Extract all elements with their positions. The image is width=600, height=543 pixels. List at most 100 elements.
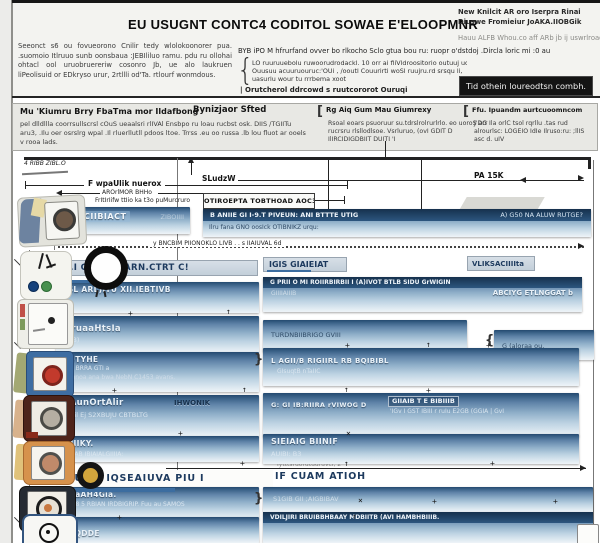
- bar-subtitle: GIIIIAIIIB: [271, 290, 297, 297]
- center-intro-line: BYB iPO M hfrurfand ovver bo rlkocho Scl…: [238, 47, 551, 55]
- arrowhead-up-icon: [188, 157, 194, 163]
- task-bar: G: GI IB:RIIRA rVIWOG D GIIAIB T E BIBII…: [263, 393, 579, 437]
- stage-label: SLudzW: [202, 174, 236, 183]
- arrowhead-left-icon: [56, 190, 62, 196]
- masthead-info-line: New Knilcit AR oro Iserpra Rinai: [458, 8, 581, 16]
- bar-strip-title: B ANIIE GI I-9.T PIVEUN: ANI BTTTE UTIG: [203, 209, 591, 221]
- arrowhead-right-icon: [580, 465, 586, 471]
- task-bar: TURDNBIIBRIGO GVIII: [263, 320, 467, 352]
- brace-icon: }: [254, 491, 264, 506]
- task-bar: L AGII/B RIGIIRL RB BQIBIBL GIsuqtB nTaI…: [263, 348, 579, 386]
- center-footer-line: | Orutcherol ddrcowd s ruutcororot Ouruq…: [240, 86, 408, 94]
- bar-title: (SL ARL)ITU XII.IEBTIVB: [64, 285, 171, 294]
- bar-subtitle: 2RI BRRA GTI a: [64, 365, 110, 372]
- annotation-tick: [344, 196, 345, 204]
- page-edge-line: [11, 0, 13, 543]
- record-dot-icon: [42, 365, 63, 386]
- task-bar: PAunOrtAlir IHWONIK 7 Kil Ej S2XBUJU CBT…: [56, 395, 259, 437]
- bar-subtitle: S1GIB GII ;AIGBIBAV: [273, 495, 339, 503]
- corner-box: [577, 524, 599, 543]
- red-label: [26, 432, 38, 438]
- arrowhead-right-icon: [578, 243, 584, 249]
- section-header: CIIUTIS IQSEAIUVA PIU I: [56, 470, 273, 487]
- bar-title: G: GI IB:RIIRA rVIWOG D: [271, 401, 367, 409]
- diagram-top-rule-corner: [588, 157, 591, 169]
- page-title: EU USUGNT CONTC4 CODITOL SOWAE E'ELOOPMN…: [128, 17, 479, 32]
- arrowhead-right-icon: [578, 175, 584, 181]
- arrow-up-mark: ↑: [426, 340, 431, 349]
- tick-mark: +: [240, 459, 245, 468]
- dark-app-icon: [12, 394, 75, 442]
- task-bar: VDILJIRI BRUIBBHBAAY MDBIITB (AVI HAMBHB…: [263, 512, 593, 543]
- task-bar: HruaaHtsIa 3KB): [56, 316, 259, 353]
- blue-dot-icon: [28, 281, 39, 292]
- brace-icon: {: [237, 53, 254, 89]
- arrow-up-mark: ↑: [352, 512, 357, 521]
- page-edge-band: [0, 0, 11, 543]
- task-bar: SIEIAIG BIINIF AUIBI: B3: [263, 434, 579, 464]
- bar-title: LUTYHE: [64, 355, 99, 364]
- brace-line: LO ruuruuebolu ruwoorudrodackl. 10 orr a…: [252, 59, 467, 67]
- task-bar: 3uaAH4Gia. 3518 5 RBIAN IRDBIGRIP. Fuu a…: [56, 487, 259, 520]
- arrow-up-mark: ↑: [226, 307, 231, 316]
- record-app-icon: [12, 349, 74, 397]
- tick-mark: +: [486, 341, 491, 350]
- infobar-left-heading: Mu 'Kiumru Brry FbaTma mor Ildafbong: [20, 107, 199, 116]
- tick-mark: +: [117, 513, 122, 522]
- bar-strip-title: G PRII O MI ROIIRBIRBII I (A)IVOT BTLB S…: [263, 277, 582, 288]
- intro-paragraph: Seeonct s6 ou fovueorono Cnilir tedy wlo…: [18, 42, 232, 79]
- masthead-divider: [12, 96, 600, 98]
- bar-title: HruaaHtsIa: [64, 324, 121, 334]
- legend-infobar: [12, 103, 598, 151]
- dotted-line-label: y BNCBIM PIIONOKLO LIVB . . s IIAIUVAL 6…: [150, 240, 285, 247]
- callout-bar: OTIROEPTA TOBTHOAD AOC3: [203, 193, 315, 209]
- task-bar: LUTYHE 2RI BRRA GTI a annnoa ana bwa Neb…: [56, 352, 259, 392]
- masthead-info-line: Hauu ALFB Whou.co aff ARb jb ij uswrlroa…: [458, 34, 600, 42]
- bar-subtitle-2: annnoa ana bwa NebN C1453 avans.: [64, 374, 176, 381]
- notes-app-icon: [20, 251, 72, 300]
- arrow-up-mark: ↑: [242, 385, 247, 394]
- tick-mark: +: [426, 386, 431, 395]
- circle-icon: [40, 407, 63, 430]
- connector-line: [385, 141, 386, 158]
- brace-line: uasurlu wour tu rrrbema xoot: [252, 75, 346, 83]
- faded-note: Iytttsruorutuuruvcl, 2: [277, 461, 342, 468]
- section-header: VLIKSACIIIIta: [467, 256, 535, 271]
- dimension-label: F wpaUlik nuerox: [84, 179, 166, 188]
- bar-subtitle: AGIAB IBIAIALGIIIIA:: [64, 451, 124, 458]
- bar-subtitle: AUIBI: B3: [271, 450, 302, 458]
- dark-label-button[interactable]: Tid othein loureodtsn combh.: [459, 76, 593, 96]
- bar-subtitle: TURDNBIIBRIGO GVIII: [271, 331, 341, 339]
- infobar-right-heading: Ffu. Ipuandm aurtcuoomncom: [472, 106, 583, 114]
- infobar-heading-2: Bynizjaor Sfted: [193, 105, 267, 115]
- diagram-top-rule: [24, 157, 591, 160]
- eye-icon: [22, 514, 78, 543]
- bar-title: PAunOrtAlir: [64, 398, 124, 408]
- bar-strip-title: VDILJIRI BRUIBBHBAAY MDBIITB (AVI HAMBHB…: [263, 512, 593, 523]
- arrow-up-mark: ↑: [344, 385, 349, 394]
- bar-subtitle: 3518 5 RBIAN IRDBIGRIP. Fuu au SAMOS: [64, 501, 185, 508]
- brace-icon: {: [485, 333, 495, 348]
- scribble-underline: [21, 170, 69, 176]
- header-underline: [60, 280, 110, 283]
- tick-mark: +: [345, 341, 350, 350]
- cross-mark: ×: [358, 496, 363, 505]
- bar-right-label: A) G50 NA ALUW RUTGE?: [500, 211, 583, 219]
- section-arrow-line: [166, 468, 586, 469]
- section-header: IF CUAM ATIOH: [275, 471, 366, 482]
- header-underline: [267, 270, 311, 272]
- tick-mark: +: [432, 497, 437, 506]
- bracket-icon: [: [317, 104, 323, 119]
- task-bar: 3IQDDE: [56, 517, 259, 543]
- camera-app-icon: [16, 194, 88, 248]
- infobar-mid-body: Rsoal eoars psuoruur su.tdrslrolrurlrlo.…: [328, 120, 488, 143]
- bar-boxed-label: GIIAIB T E BIBIIIB: [388, 396, 459, 407]
- dimension-tick: [347, 181, 348, 189]
- green-dot-icon: [41, 281, 52, 292]
- task-bar: G PRII O MI ROIIRBIRBII I (A)IVOT BTLB S…: [263, 277, 582, 312]
- bar-ghost-label: ZIBOIIII: [160, 213, 185, 221]
- dotted-arrow-line: [58, 246, 584, 248]
- dimension-line: [25, 185, 348, 186]
- task-bar: (SL ARL)ITU XII.IEBTIVB: [56, 282, 259, 313]
